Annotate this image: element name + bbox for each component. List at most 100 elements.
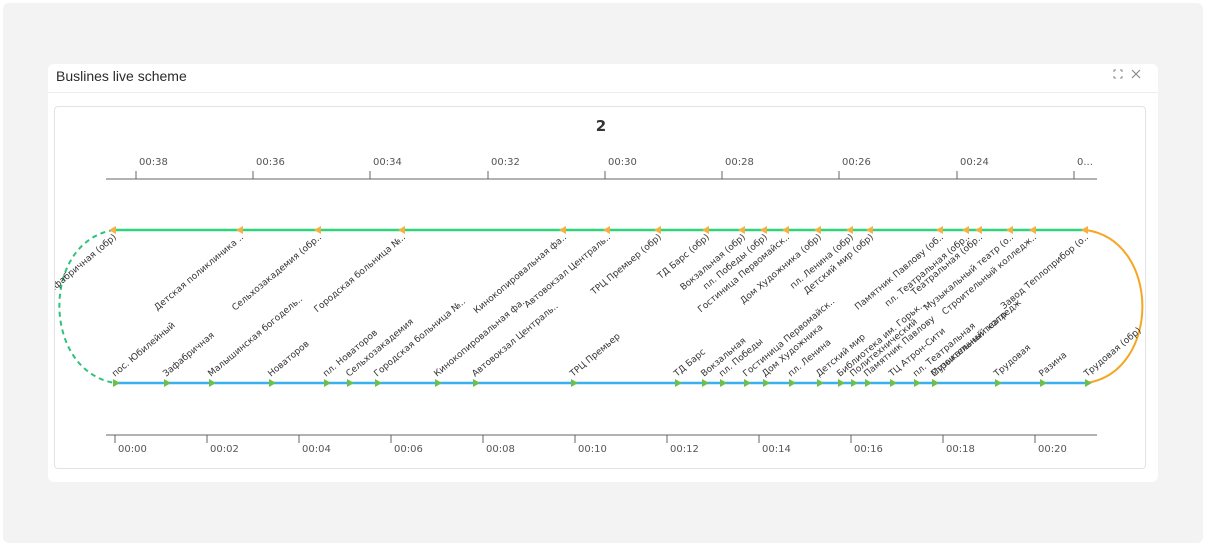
stop-marker-icon — [1085, 379, 1092, 387]
bottom-axis-tick-label: 00:08 — [486, 444, 515, 455]
bottom-axis-tick-label: 00:12 — [670, 444, 699, 455]
top-axis-tick-label: 00:28 — [725, 157, 754, 168]
route-lines — [58, 228, 1144, 385]
stop-label: Политехнический — [849, 317, 920, 379]
stop-marker-icon — [962, 226, 969, 234]
top-time-axis: 00:38 00:36 00:34 00:32 00:30 00:28 00:26 00:24… — [106, 157, 1097, 180]
stop-marker-icon — [890, 379, 897, 387]
stop-marker-icon — [398, 226, 405, 234]
stop-marker-icon — [375, 379, 382, 387]
stop-label: Городская больница №.. — [313, 233, 408, 315]
stop-marker-icon — [789, 379, 796, 387]
bottom-axis-tick-label: 00:06 — [394, 444, 423, 455]
stop-label: Разина — [1038, 350, 1070, 379]
stop-marker-icon — [571, 379, 578, 387]
close-icon[interactable] — [1128, 68, 1144, 84]
top-axis-tick-label: 00:36 — [256, 157, 285, 168]
backward-stop[interactable]: Автовокзал Централь.. — [523, 226, 613, 310]
widget-title: Buslines live scheme — [56, 68, 187, 84]
stop-marker-icon — [1081, 226, 1088, 234]
forward-stop[interactable]: Трудовая (обр) — [1082, 326, 1144, 387]
bottom-axis-tick-label: 00:20 — [1038, 444, 1067, 455]
route-number: 2 — [596, 117, 606, 135]
stop-marker-icon — [744, 379, 751, 387]
stop-marker-icon — [932, 379, 939, 387]
stop-marker-icon — [209, 379, 216, 387]
forward-stop[interactable]: Разина — [1038, 350, 1070, 387]
top-axis-tick-label: 00:26 — [842, 157, 871, 168]
forward-stop[interactable]: Трудовая — [992, 343, 1033, 387]
bottom-time-axis: 00:00 00:02 00:04 00:06 00:08 00:10 00:12 00:14… — [106, 434, 1097, 455]
stop-marker-icon — [738, 226, 745, 234]
bottom-axis-tick-label: 00:02 — [210, 444, 239, 455]
forward-stop[interactable]: ТРЦ Премьер — [568, 332, 623, 387]
stop-marker-icon — [675, 379, 682, 387]
stop-marker-icon — [603, 226, 610, 234]
stop-label: Новаторов — [267, 339, 312, 379]
backward-stop[interactable]: Строительный колледж.. — [940, 226, 1039, 318]
stop-marker-icon — [760, 226, 767, 234]
stop-marker-icon — [814, 226, 821, 234]
stop-marker-icon — [838, 379, 845, 387]
stop-marker-icon — [269, 379, 276, 387]
stop-label: Завод Теплоприбор (о.. — [999, 233, 1091, 312]
stop-marker-icon — [236, 226, 243, 234]
stop-marker-icon — [866, 226, 873, 234]
stop-marker-icon — [817, 379, 824, 387]
top-axis-tick-label: 00:30 — [608, 157, 637, 168]
stop-marker-icon — [914, 379, 921, 387]
widget-header: Buslines live scheme — [48, 64, 1158, 93]
top-axis-tick-label: 00:34 — [373, 157, 402, 168]
stop-marker-icon — [846, 226, 853, 234]
backward-stop[interactable]: Городская больница №.. — [313, 226, 408, 315]
stop-marker-icon — [865, 379, 872, 387]
stop-marker-icon — [559, 226, 566, 234]
stop-label: Автовокзал Централь.. — [523, 233, 613, 311]
stop-marker-icon — [702, 379, 709, 387]
stop-marker-icon — [975, 226, 982, 234]
stop-label: ТРЦ Премьер — [568, 332, 623, 380]
stop-marker-icon — [164, 379, 171, 387]
stop-marker-icon — [851, 379, 858, 387]
forward-stop[interactable]: Новаторов — [267, 339, 312, 387]
stop-marker-icon — [1040, 379, 1047, 387]
stop-marker-icon — [995, 379, 1002, 387]
stop-marker-icon — [782, 226, 789, 234]
bottom-axis-tick-label: 00:16 — [854, 444, 883, 455]
top-axis-tick-label: 00:24 — [960, 157, 989, 168]
bottom-axis-tick-label: 00:00 — [118, 444, 147, 455]
stop-marker-icon — [113, 379, 120, 387]
backward-stop[interactable]: Детская поликлиника .. — [153, 226, 246, 313]
stop-marker-icon — [702, 226, 709, 234]
backward-stop[interactable]: Зафабричная (обр) — [43, 226, 119, 298]
stop-label: Сельхозакадемия (обр.. — [230, 233, 323, 314]
bottom-axis-tick-label: 00:18 — [946, 444, 975, 455]
stop-marker-icon — [763, 379, 770, 387]
stop-marker-icon — [324, 379, 331, 387]
stop-marker-icon — [435, 379, 442, 387]
bottom-axis-tick-label: 00:14 — [762, 444, 791, 455]
buslines-widget: Buslines live scheme 2 00:38 00:36 00:34 00… — [43, 64, 1158, 482]
left-turnaround-path — [58, 229, 116, 384]
backward-stops: Зафабричная (обр) Детская поликлиника ..С… — [43, 226, 1091, 318]
backward-stop[interactable]: ТРЦ Премьер (обр) — [589, 226, 664, 298]
route-scheme-svg: 2 00:38 00:36 00:34 00:32 00:30 00:28 00:26 00:… — [43, 117, 1144, 455]
stop-marker-icon — [109, 226, 116, 234]
bottom-axis-tick-label: 00:04 — [302, 444, 331, 455]
top-axis-tick-label: 0... — [1077, 157, 1093, 168]
right-turnaround-path — [1085, 229, 1144, 384]
stop-marker-icon — [654, 226, 661, 234]
stop-label: Детская поликлиника .. — [153, 233, 246, 313]
forward-stop[interactable]: Малышинская богодель.. — [207, 294, 305, 387]
expand-icon[interactable] — [1110, 68, 1126, 84]
top-axis-tick-label: 00:38 — [139, 157, 168, 168]
stop-marker-icon — [314, 226, 321, 234]
stop-marker-icon — [347, 379, 354, 387]
stop-marker-icon — [473, 379, 480, 387]
stop-marker-icon — [1006, 226, 1013, 234]
forward-stop[interactable]: Зафабричная — [162, 331, 217, 387]
top-axis-tick-label: 00:32 — [491, 157, 520, 168]
route-scheme-chart: 2 00:38 00:36 00:34 00:32 00:30 00:28 00:26 00:… — [43, 106, 1146, 469]
stop-label: Малышинская богодель.. — [207, 294, 305, 379]
